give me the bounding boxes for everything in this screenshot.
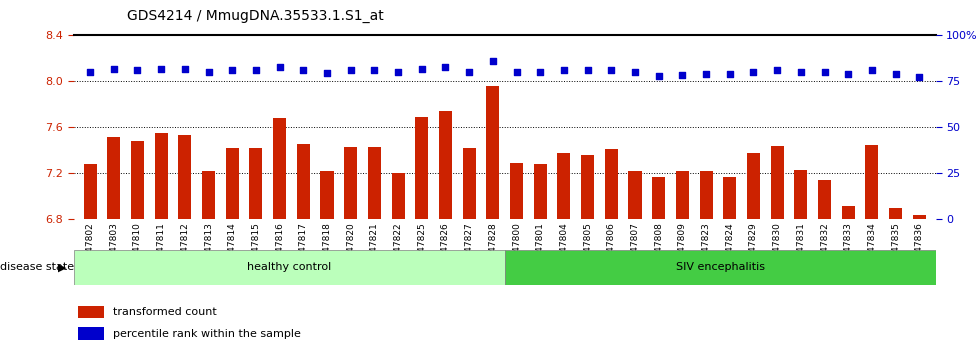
Bar xyxy=(131,141,144,219)
Bar xyxy=(250,148,263,219)
Point xyxy=(816,69,832,75)
Point xyxy=(674,72,690,78)
Bar xyxy=(628,171,642,219)
Point xyxy=(319,70,335,76)
Point xyxy=(604,68,619,73)
Bar xyxy=(107,137,121,219)
Text: transformed count: transformed count xyxy=(113,307,217,317)
Point xyxy=(296,68,312,73)
Point xyxy=(911,74,927,80)
Point xyxy=(485,58,501,64)
Bar xyxy=(74,250,505,285)
Bar xyxy=(889,208,903,219)
Bar xyxy=(392,173,405,219)
Bar xyxy=(155,133,168,219)
Bar xyxy=(842,206,855,219)
Text: SIV encephalitis: SIV encephalitis xyxy=(676,262,764,272)
Bar xyxy=(320,171,333,219)
Bar xyxy=(77,306,104,318)
Text: disease state: disease state xyxy=(0,262,74,272)
Point xyxy=(793,69,808,75)
Bar xyxy=(581,155,594,219)
Bar xyxy=(439,111,452,219)
Bar xyxy=(558,153,570,219)
Point xyxy=(343,68,359,73)
Point xyxy=(580,68,596,73)
Bar xyxy=(676,171,689,219)
Point xyxy=(532,69,548,75)
Point xyxy=(438,64,454,69)
Bar xyxy=(505,250,936,285)
Bar xyxy=(795,170,808,219)
Point xyxy=(177,66,193,72)
Point xyxy=(722,71,738,77)
Bar xyxy=(225,148,239,219)
Bar xyxy=(747,153,760,219)
Bar xyxy=(605,149,617,219)
Point xyxy=(841,71,857,77)
Text: percentile rank within the sample: percentile rank within the sample xyxy=(113,329,301,338)
Point xyxy=(224,68,240,73)
Bar xyxy=(510,163,523,219)
Bar xyxy=(83,164,97,219)
Point xyxy=(390,69,406,75)
Text: ▶: ▶ xyxy=(58,262,67,272)
Point xyxy=(201,69,217,75)
Text: healthy control: healthy control xyxy=(247,262,331,272)
Point xyxy=(509,69,524,75)
Point xyxy=(864,68,880,73)
Point xyxy=(248,68,264,73)
Bar xyxy=(463,148,475,219)
Bar xyxy=(770,146,784,219)
Bar xyxy=(202,171,215,219)
Point xyxy=(627,69,643,75)
Point xyxy=(82,69,98,75)
Bar xyxy=(297,143,310,219)
Point xyxy=(698,71,713,77)
Point xyxy=(462,69,477,75)
Bar xyxy=(818,180,831,219)
Point xyxy=(651,73,666,79)
Bar xyxy=(486,86,500,219)
Bar xyxy=(865,145,878,219)
Bar xyxy=(912,215,926,219)
Text: GDS4214 / MmugDNA.35533.1.S1_at: GDS4214 / MmugDNA.35533.1.S1_at xyxy=(127,9,384,23)
Bar xyxy=(273,118,286,219)
Bar xyxy=(534,164,547,219)
Bar xyxy=(723,177,736,219)
Point xyxy=(414,66,429,72)
Point xyxy=(769,68,785,73)
Point xyxy=(556,68,571,73)
Bar xyxy=(652,177,665,219)
Point xyxy=(367,68,382,73)
Bar xyxy=(700,171,712,219)
Point xyxy=(888,71,904,77)
Bar xyxy=(368,147,381,219)
Point xyxy=(106,66,122,72)
Bar xyxy=(77,327,104,340)
Bar xyxy=(344,147,358,219)
Point xyxy=(153,66,169,72)
Point xyxy=(129,68,145,73)
Point xyxy=(746,69,761,75)
Bar xyxy=(178,136,191,219)
Point xyxy=(271,64,287,69)
Bar xyxy=(416,117,428,219)
